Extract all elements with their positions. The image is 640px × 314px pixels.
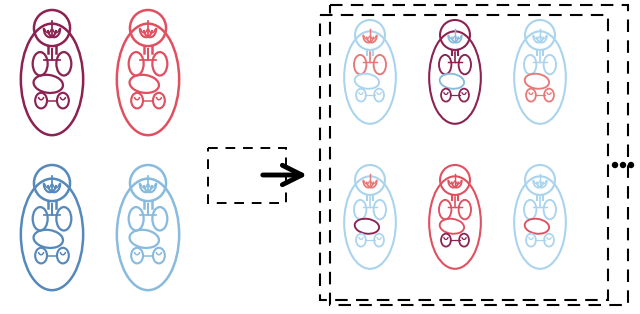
Circle shape xyxy=(612,163,618,167)
Circle shape xyxy=(628,163,634,167)
Bar xyxy=(208,148,286,203)
Circle shape xyxy=(621,163,625,167)
Bar xyxy=(330,5,628,305)
Bar xyxy=(320,15,608,300)
